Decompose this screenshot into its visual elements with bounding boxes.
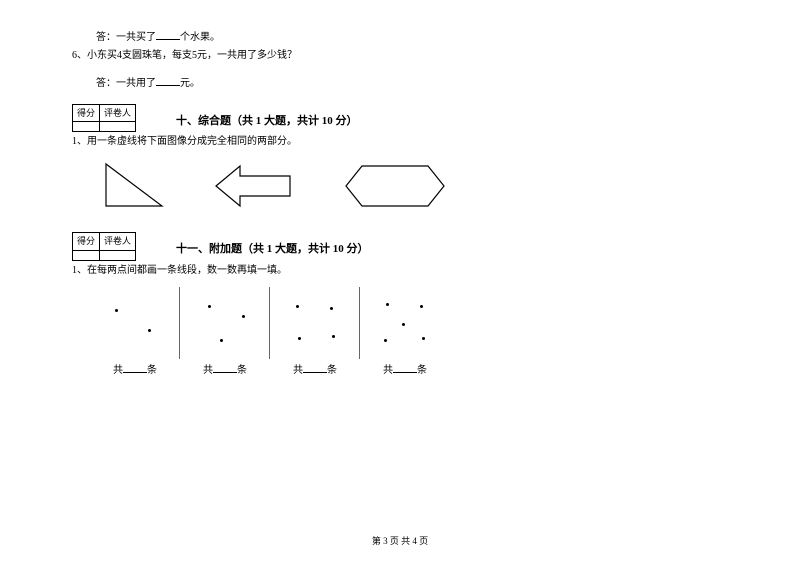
count-suffix-2: 条 <box>237 365 247 376</box>
section10-header-row: 得分 评卷人 十、综合题（共 1 大题，共计 10 分） <box>72 104 740 132</box>
arrow-shape <box>210 160 300 212</box>
dot <box>220 339 223 342</box>
count-prefix-2: 共 <box>203 365 213 376</box>
score-left-header: 得分 <box>73 105 100 122</box>
hexagon-shape <box>340 160 450 212</box>
q6-answer-line: 答：一共用了 元。 <box>72 76 740 92</box>
count-label-2: 共条 <box>180 363 270 379</box>
score-left-cell <box>73 122 100 132</box>
score-table-10: 得分 评卷人 <box>72 104 136 132</box>
count-suffix-3: 条 <box>327 365 337 376</box>
count-blank-3 <box>303 363 327 373</box>
count-label-3: 共条 <box>270 363 360 379</box>
score-right-cell-11 <box>100 250 136 260</box>
score-right-cell <box>100 122 136 132</box>
q6-answer-prefix: 答：一共用了 <box>96 78 156 89</box>
dot <box>386 303 389 306</box>
section11-header-row: 得分 评卷人 十一、附加题（共 1 大题，共计 10 分） <box>72 232 740 260</box>
count-prefix-3: 共 <box>293 365 303 376</box>
count-blank-2 <box>213 363 237 373</box>
dot <box>422 337 425 340</box>
score-left-header-11: 得分 <box>73 233 100 250</box>
triangle-shape <box>100 160 170 212</box>
section10-q1: 1、用一条虚线将下面图像分成完全相同的两部分。 <box>72 134 740 150</box>
dot <box>298 337 301 340</box>
labels-row: 共条 共条 共条 共条 <box>72 363 740 379</box>
count-blank-4 <box>393 363 417 373</box>
dot <box>402 323 405 326</box>
dots-group-2 <box>180 287 270 359</box>
score-right-header-11: 评卷人 <box>100 233 136 250</box>
section11-q1: 1、在每两点间都画一条线段，数一数再填一填。 <box>72 263 740 279</box>
score-table-11: 得分 评卷人 <box>72 232 136 260</box>
dots-row <box>72 281 740 363</box>
score-right-header: 评卷人 <box>100 105 136 122</box>
dot <box>332 335 335 338</box>
dot <box>296 305 299 308</box>
count-suffix-1: 条 <box>147 365 157 376</box>
dot <box>420 305 423 308</box>
section11-title: 十一、附加题（共 1 大题，共计 10 分） <box>176 241 369 261</box>
dot <box>242 315 245 318</box>
q5-answer-line: 答：一共买了 个水果。 <box>72 30 740 46</box>
count-label-1: 共条 <box>90 363 180 379</box>
page-footer: 第 3 页 共 4 页 <box>0 534 800 547</box>
dot <box>115 309 118 312</box>
dot <box>148 329 151 332</box>
count-blank-1 <box>123 363 147 373</box>
q6-text: 小东买4支圆珠笔，每支5元，一共用了多少钱？ <box>87 50 297 61</box>
count-label-4: 共条 <box>360 363 450 379</box>
shapes-row <box>72 152 740 220</box>
count-prefix-4: 共 <box>383 365 393 376</box>
dot <box>208 305 211 308</box>
count-prefix-1: 共 <box>113 365 123 376</box>
dots-group-1 <box>90 287 180 359</box>
q5-blank <box>156 30 180 40</box>
q6-blank <box>156 76 180 86</box>
q5-answer-prefix: 答：一共买了 <box>96 32 156 43</box>
q6-number: 6、 <box>72 50 87 61</box>
dots-group-4 <box>360 287 450 359</box>
q6-line: 6、小东买4支圆珠笔，每支5元，一共用了多少钱？ <box>72 48 740 64</box>
q5-answer-suffix: 个水果。 <box>180 32 220 43</box>
dot <box>384 339 387 342</box>
score-left-cell-11 <box>73 250 100 260</box>
section10-title: 十、综合题（共 1 大题，共计 10 分） <box>176 113 358 133</box>
count-suffix-4: 条 <box>417 365 427 376</box>
dots-group-3 <box>270 287 360 359</box>
q6-answer-suffix: 元。 <box>180 78 200 89</box>
dot <box>330 307 333 310</box>
